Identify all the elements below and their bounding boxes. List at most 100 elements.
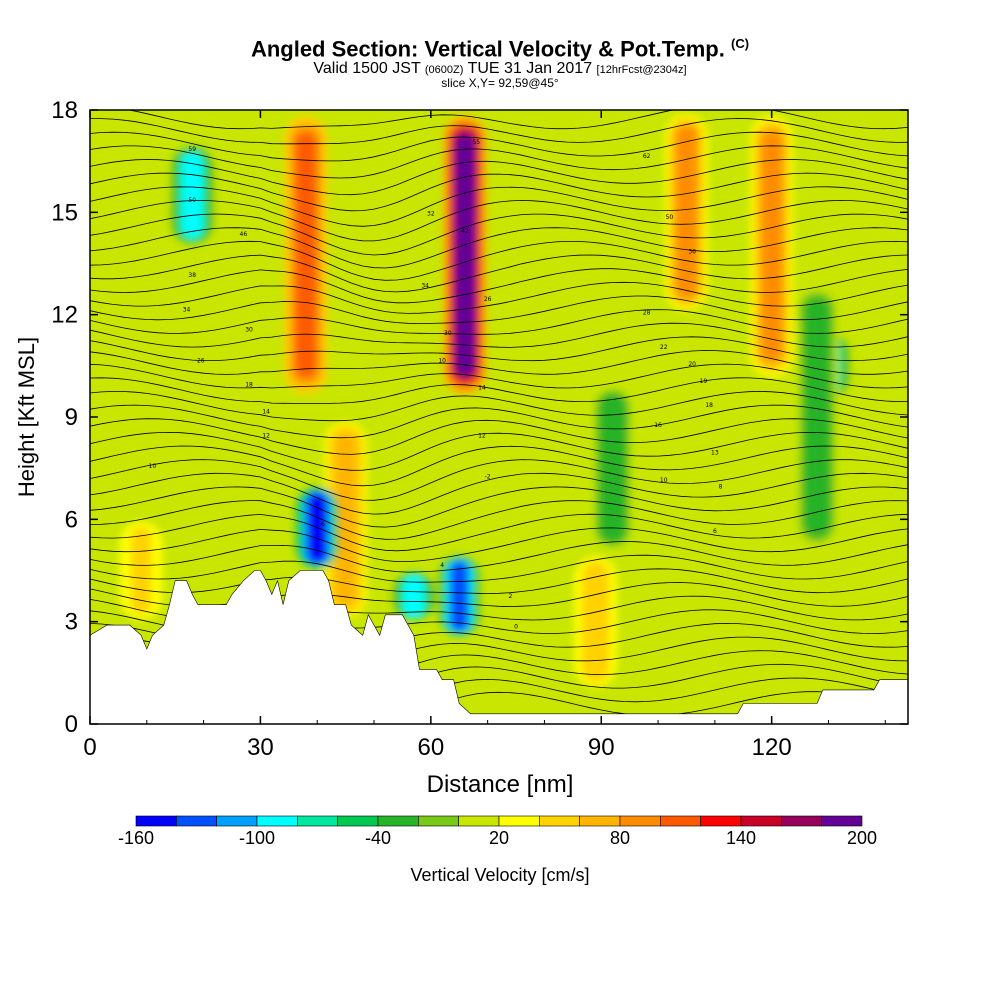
colorbar-swatch-16 xyxy=(781,815,822,827)
colorbar-tick-label-5: 140 xyxy=(726,828,756,848)
velocity-cell-2-3 xyxy=(676,126,697,299)
colorbar-tick-label-6: 200 xyxy=(847,828,877,848)
theta-contour-41 xyxy=(90,131,908,162)
velocity-cell-0-3 xyxy=(455,133,475,377)
theta-contour-11 xyxy=(90,541,908,573)
theta-contour-29 xyxy=(90,295,908,324)
y-axis-label: Height [Kft MSL] xyxy=(14,337,39,497)
theta-contour-27 xyxy=(90,322,908,348)
colorbar-swatch-8 xyxy=(458,815,500,827)
velocity-cell-8-3 xyxy=(449,560,470,632)
colorbar-tick-label-2: -40 xyxy=(365,828,391,848)
x-axis-label: Distance [nm] xyxy=(427,771,574,798)
colorbar-swatch-0 xyxy=(135,815,177,827)
chart-title: Angled Section: Vertical Velocity & Pot.… xyxy=(0,36,1000,62)
theta-label-32: 18 xyxy=(705,402,713,409)
colorbar-swatch-7 xyxy=(418,815,459,827)
y-tick-label-6: 18 xyxy=(51,97,78,124)
x-tick-label-1: 30 xyxy=(247,734,274,761)
theta-label-20: 26 xyxy=(484,296,492,303)
theta-contour-23 xyxy=(90,377,908,404)
chart-title-text: Angled Section: Vertical Velocity & Pot.… xyxy=(250,36,725,62)
colorbar-swatch-11 xyxy=(579,815,621,827)
theta-label-16: 32 xyxy=(427,211,435,218)
velocity-cells xyxy=(119,114,850,688)
colorbar-swatch-6 xyxy=(377,815,419,827)
theta-contour-26 xyxy=(90,336,908,362)
theta-label-34: 13 xyxy=(711,450,719,457)
colorbar-swatch-15 xyxy=(740,815,782,827)
theta-contour-14 xyxy=(90,500,908,540)
theta-label-0: 59 xyxy=(188,146,196,153)
theta-label-27: 36 xyxy=(688,248,696,255)
colorbar-swatch-14 xyxy=(700,815,742,827)
theta-label-23: 14 xyxy=(478,385,486,392)
y-tick-label-0: 0 xyxy=(65,711,78,738)
theta-label-9: 12 xyxy=(262,432,270,439)
theta-label-26: 50 xyxy=(666,214,674,221)
y-tick-label-3: 9 xyxy=(65,404,78,431)
theta-label-6: 26 xyxy=(197,357,205,364)
colorbar-tick-label-3: 20 xyxy=(489,828,509,848)
theta-contour-16 xyxy=(90,472,908,515)
theta-label-24: 12 xyxy=(478,432,486,439)
theta-contour-37 xyxy=(90,186,908,227)
theta-label-30: 20 xyxy=(688,361,696,368)
velocity-cell-1-3 xyxy=(295,133,316,377)
colorbar-swatch-9 xyxy=(498,815,540,827)
theta-label-22: 10 xyxy=(438,357,446,364)
theta-contours xyxy=(90,110,908,724)
colorbar: -160 -100 -40 20 80 140 200 xyxy=(118,815,877,848)
theta-contour-20 xyxy=(90,418,908,455)
colorbar-swatch-10 xyxy=(539,815,580,827)
x-tick-label-2: 60 xyxy=(417,734,444,761)
velocity-cell-6-3 xyxy=(585,564,606,679)
slice-label: slice X,Y= 92,59@45° xyxy=(441,76,559,90)
theta-contour-12 xyxy=(90,527,908,562)
theta-label-4: 34 xyxy=(183,306,191,313)
colorbar-swatch-2 xyxy=(216,815,258,827)
theta-label-21: 30 xyxy=(444,330,452,337)
colorbar-swatch-4 xyxy=(297,815,338,827)
theta-contour-18 xyxy=(90,445,908,487)
theta-contour-19 xyxy=(90,431,908,471)
theta-label-3: 38 xyxy=(188,272,196,279)
theta-label-25: 62 xyxy=(643,153,651,160)
theta-contour-35 xyxy=(90,213,908,256)
theta-label-18: 42 xyxy=(461,228,469,235)
y-tick-label-5: 15 xyxy=(51,199,78,226)
theta-contour-9 xyxy=(90,568,908,594)
theta-label-2: 46 xyxy=(240,231,248,238)
theta-label-10: 10 xyxy=(149,463,157,470)
subtitle-forecast: [12hrFcst@2304z] xyxy=(596,64,687,76)
theta-label-7: 18 xyxy=(245,381,253,388)
y-tick-label-2: 6 xyxy=(65,506,78,533)
colorbar-tick-label-1: -100 xyxy=(239,828,275,848)
theta-label-14: 0 xyxy=(514,623,518,630)
colorbar-swatch-13 xyxy=(660,815,701,827)
theta-contour-21 xyxy=(90,404,908,439)
theta-contour-17 xyxy=(90,459,908,501)
terrain-layer xyxy=(89,570,909,725)
colorbar-swatch-17 xyxy=(821,815,863,827)
y-tick-label-4: 12 xyxy=(51,302,78,329)
colorbar-swatch-1 xyxy=(176,815,217,827)
theta-label-17: 34 xyxy=(421,282,429,289)
theta-label-12: 4 xyxy=(440,562,444,569)
x-tick-label-3: 90 xyxy=(588,734,615,761)
theta-contour-43 xyxy=(126,110,908,130)
theta-contour-13 xyxy=(90,513,908,552)
subtitle-utc: (0600Z) xyxy=(424,64,464,76)
theta-contour-40 xyxy=(90,145,908,179)
theta-contour-31 xyxy=(90,268,908,304)
theta-contour-10 xyxy=(90,554,908,583)
subtitle-valid: Valid 1500 JST xyxy=(313,60,421,77)
theta-label-35: 10 xyxy=(660,477,668,484)
subtitle-date: TUE 31 Jan 2017 xyxy=(467,60,593,77)
theta-contour-labels: 59504638343026181412106420-2323442552630… xyxy=(149,139,723,630)
theta-contour-36 xyxy=(90,199,908,242)
theta-contour-32 xyxy=(90,254,908,293)
theta-contour-25 xyxy=(90,350,908,375)
